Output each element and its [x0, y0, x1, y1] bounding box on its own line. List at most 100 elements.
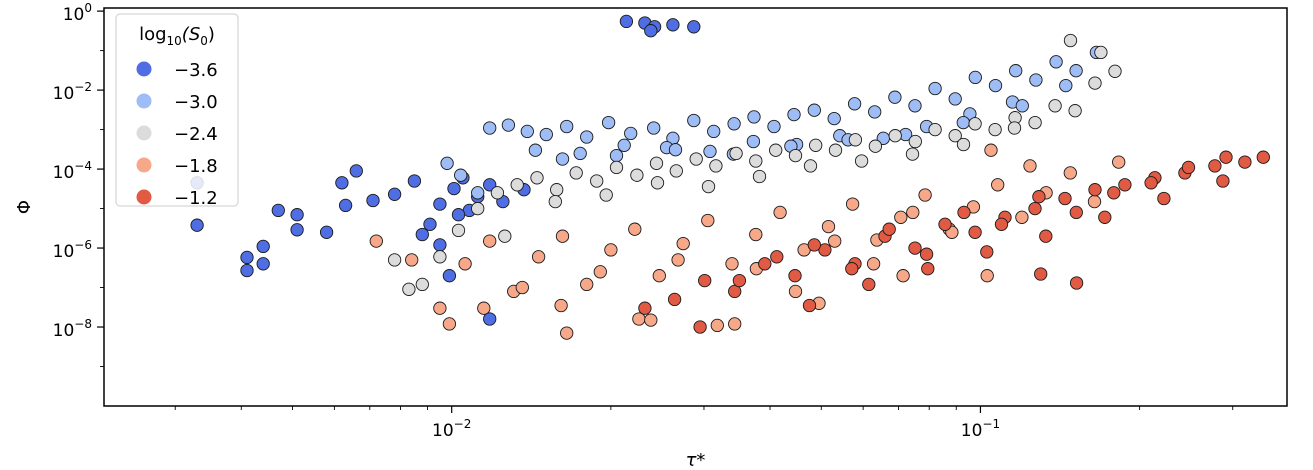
data-point	[1039, 229, 1053, 243]
data-point	[471, 186, 485, 200]
data-point	[483, 312, 497, 326]
data-point	[1181, 160, 1196, 175]
data-point	[433, 197, 447, 211]
data-point	[1108, 64, 1122, 78]
data-point	[652, 269, 666, 283]
data-point	[908, 241, 922, 255]
data-point	[550, 183, 564, 197]
points-layer	[190, 14, 1270, 340]
data-point	[593, 265, 607, 279]
data-point	[433, 301, 447, 315]
data-point	[483, 178, 497, 192]
data-point	[530, 171, 544, 185]
data-point	[854, 154, 869, 168]
data-point	[703, 144, 717, 159]
data-point	[928, 81, 942, 96]
data-point	[628, 222, 642, 236]
data-point	[668, 143, 683, 157]
data-point	[671, 253, 685, 267]
y-tick-label: 10−6	[53, 238, 92, 262]
data-point	[644, 313, 658, 327]
data-point	[1028, 115, 1042, 130]
data-point	[548, 194, 562, 209]
data-point	[1069, 64, 1083, 78]
data-point	[827, 111, 841, 126]
y-tick-label: 10−2	[53, 80, 92, 104]
data-point	[845, 262, 859, 276]
data-point	[956, 137, 971, 152]
data-point	[676, 236, 690, 251]
data-point	[528, 143, 543, 157]
data-point	[650, 176, 665, 190]
series-4	[638, 150, 1270, 334]
data-point	[190, 218, 204, 232]
data-point	[848, 133, 863, 147]
data-point	[447, 181, 461, 196]
data-point	[515, 280, 529, 295]
y-tick-label: 10−8	[53, 317, 92, 341]
data-point	[803, 159, 818, 173]
data-point	[458, 257, 472, 271]
data-point	[948, 92, 962, 106]
data-point	[624, 126, 638, 141]
data-point	[988, 78, 1003, 93]
data-point	[821, 219, 836, 234]
data-point	[477, 301, 491, 315]
data-point	[773, 205, 787, 220]
data-point	[520, 124, 534, 139]
data-point	[689, 152, 703, 166]
data-point	[828, 234, 842, 248]
data-point	[918, 188, 932, 202]
data-point	[1208, 159, 1222, 173]
legend-marker	[136, 125, 152, 141]
data-point	[693, 320, 707, 334]
data-point	[787, 107, 801, 122]
data-point	[707, 124, 721, 139]
data-point	[290, 208, 304, 222]
data-point	[405, 253, 419, 267]
data-point	[968, 117, 982, 131]
data-point	[599, 188, 613, 202]
data-point	[539, 127, 553, 142]
data-point	[1144, 176, 1158, 190]
data-point	[554, 298, 568, 313]
data-point	[402, 282, 416, 296]
data-point	[644, 24, 658, 38]
data-point	[573, 146, 587, 161]
data-point	[1216, 174, 1230, 188]
legend-label: −3.6	[174, 60, 218, 81]
data-point	[1256, 150, 1270, 164]
legend: log10(S0) −3.6 −3.0 −2.4 −1.8 −1.2	[115, 13, 239, 209]
data-point	[271, 203, 285, 218]
data-point	[1063, 166, 1077, 180]
data-point	[338, 198, 353, 213]
data-point	[980, 269, 994, 283]
data-point	[407, 174, 422, 188]
data-point	[440, 156, 454, 170]
data-point	[590, 174, 604, 188]
data-point	[894, 210, 908, 224]
data-point	[732, 273, 747, 288]
data-point	[1088, 76, 1102, 90]
data-point	[905, 147, 920, 161]
data-point	[767, 119, 781, 134]
data-point	[580, 277, 594, 292]
data-point	[968, 70, 982, 85]
data-point	[906, 205, 920, 220]
legend-marker	[136, 61, 152, 77]
data-point	[991, 178, 1005, 192]
data-point	[868, 139, 883, 153]
data-point	[442, 269, 457, 283]
series-0	[190, 14, 701, 326]
data-point	[1058, 191, 1072, 206]
data-point	[1112, 155, 1126, 169]
data-point	[240, 250, 254, 265]
x-tick-label: 10−2	[432, 417, 471, 441]
data-point	[649, 156, 664, 170]
data-point	[1118, 178, 1132, 192]
data-point	[1069, 205, 1083, 220]
data-point	[335, 176, 349, 190]
data-point	[788, 148, 803, 163]
data-point	[423, 217, 437, 231]
data-point	[747, 110, 761, 124]
